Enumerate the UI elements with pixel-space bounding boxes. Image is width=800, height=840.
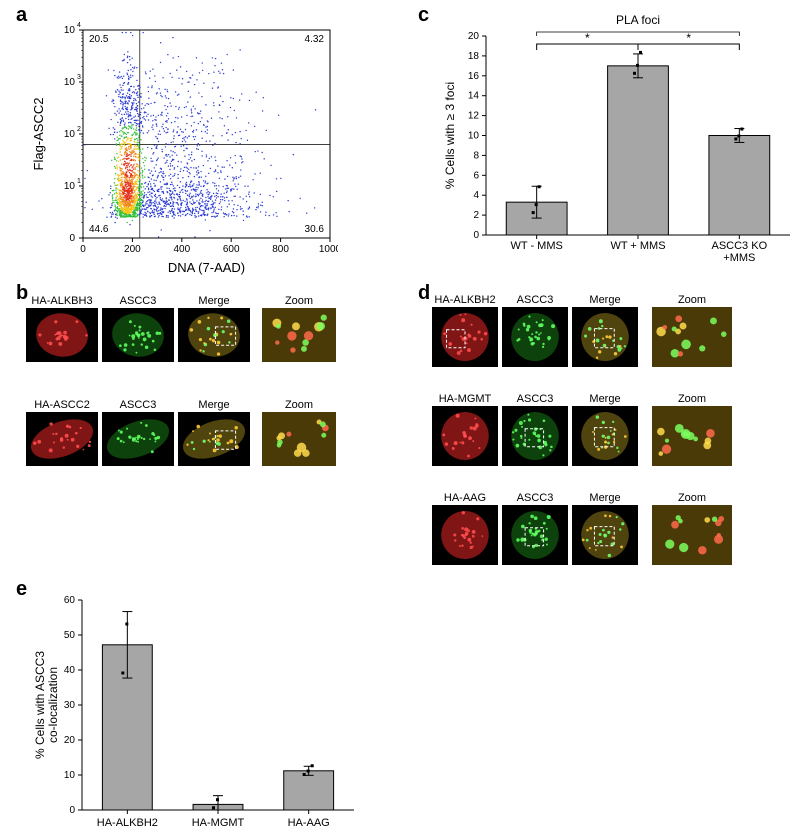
- svg-text:200: 200: [124, 244, 141, 255]
- svg-text:4: 4: [473, 190, 479, 201]
- svg-text:1: 1: [77, 178, 81, 185]
- svg-text:Zoom: Zoom: [285, 295, 313, 307]
- svg-text:*: *: [686, 31, 691, 45]
- svg-text:Merge: Merge: [198, 295, 229, 307]
- svg-text:+MMS: +MMS: [723, 252, 755, 264]
- svg-text:12: 12: [468, 111, 480, 122]
- svg-text:Merge: Merge: [589, 393, 620, 405]
- svg-text:2: 2: [473, 210, 479, 221]
- svg-text:0: 0: [69, 233, 75, 244]
- svg-text:10: 10: [64, 77, 76, 88]
- panel-c-label: c: [418, 4, 429, 27]
- bar-chart-c: 0 2 4 6 8 10 12 14 16 18 20 % Cells with ≥ 3 foci WT…: [438, 8, 798, 283]
- svg-text:4.32: 4.32: [305, 34, 325, 45]
- svg-text:800: 800: [272, 244, 289, 255]
- svg-text:10: 10: [64, 770, 76, 781]
- svg-text:50: 50: [64, 630, 76, 641]
- svg-text:co-localization: co-localization: [46, 667, 60, 743]
- svg-text:DNA (7-AAD): DNA (7-AAD): [168, 260, 245, 275]
- svg-text:WT - MMS: WT - MMS: [510, 240, 562, 252]
- svg-text:0: 0: [69, 805, 75, 816]
- svg-text:Zoom: Zoom: [678, 294, 706, 306]
- svg-text:HA-ASCC2: HA-ASCC2: [34, 399, 90, 411]
- svg-text:0: 0: [473, 230, 479, 241]
- svg-text:PLA foci: PLA foci: [616, 13, 660, 27]
- svg-text:ASCC3: ASCC3: [517, 294, 554, 306]
- svg-text:% Cells with ≥ 3 foci: % Cells with ≥ 3 foci: [443, 82, 457, 189]
- panel-a-label: a: [16, 4, 27, 27]
- svg-text:14: 14: [468, 91, 480, 102]
- svg-text:% Cells with ASCC3: % Cells with ASCC3: [33, 651, 47, 759]
- svg-text:20: 20: [468, 31, 480, 42]
- svg-text:30: 30: [64, 700, 76, 711]
- svg-text:44.6: 44.6: [89, 224, 109, 235]
- svg-text:HA-AAG: HA-AAG: [288, 817, 330, 829]
- svg-text:2: 2: [77, 126, 81, 133]
- svg-text:HA-MGMT: HA-MGMT: [192, 817, 245, 829]
- svg-text:*: *: [585, 31, 590, 45]
- svg-text:18: 18: [468, 51, 480, 62]
- svg-text:400: 400: [173, 244, 190, 255]
- svg-text:Zoom: Zoom: [285, 399, 313, 411]
- svg-text:Merge: Merge: [589, 294, 620, 306]
- svg-text:Zoom: Zoom: [678, 492, 706, 504]
- svg-text:10: 10: [64, 129, 76, 140]
- scatter-plot: 020040060080010000101102103104DNA (7-AAD…: [28, 18, 338, 278]
- svg-text:ASCC3: ASCC3: [120, 399, 157, 411]
- svg-text:HA-ALKBH2: HA-ALKBH2: [434, 294, 495, 306]
- svg-text:16: 16: [468, 71, 480, 82]
- svg-text:Flag-ASCC2: Flag-ASCC2: [31, 98, 46, 171]
- svg-text:3: 3: [77, 74, 81, 81]
- bar-chart-e: 0 10 20 30 40 50 60 % Cells with ASCC3co-locali…: [30, 590, 360, 840]
- svg-text:600: 600: [223, 244, 240, 255]
- svg-text:ASCC3: ASCC3: [120, 295, 157, 307]
- svg-text:10: 10: [64, 25, 76, 36]
- svg-text:40: 40: [64, 665, 76, 676]
- svg-text:6: 6: [473, 170, 479, 181]
- svg-text:8: 8: [473, 150, 479, 161]
- svg-text:ASCC3: ASCC3: [517, 492, 554, 504]
- panel-e-label: e: [16, 578, 27, 601]
- svg-text:4: 4: [77, 22, 81, 29]
- svg-text:Zoom: Zoom: [678, 393, 706, 405]
- panel-d-label: d: [418, 282, 430, 305]
- microscopy-panel-b: HA-ALKBH3 ASCC3 Merge Zoom HA-ASCC2 ASCC3 Merg…: [26, 292, 416, 542]
- svg-text:HA-ALKBH2: HA-ALKBH2: [97, 817, 158, 829]
- svg-text:1000: 1000: [319, 244, 338, 255]
- svg-text:20: 20: [64, 735, 76, 746]
- svg-text:ASCC3 KO: ASCC3 KO: [712, 240, 768, 252]
- microscopy-panel-d: HA-ALKBH2 ASCC3 Merge Zoom HA-MGMT ASCC3 Merge…: [432, 292, 792, 602]
- svg-text:Merge: Merge: [198, 399, 229, 411]
- svg-text:HA-AAG: HA-AAG: [444, 492, 486, 504]
- svg-text:ASCC3: ASCC3: [517, 393, 554, 405]
- svg-text:HA-ALKBH3: HA-ALKBH3: [31, 295, 92, 307]
- svg-text:0: 0: [80, 244, 86, 255]
- svg-text:60: 60: [64, 595, 76, 606]
- svg-text:HA-MGMT: HA-MGMT: [439, 393, 492, 405]
- svg-text:10: 10: [64, 181, 76, 192]
- svg-text:30.6: 30.6: [305, 224, 325, 235]
- svg-text:Merge: Merge: [589, 492, 620, 504]
- svg-text:20.5: 20.5: [89, 34, 109, 45]
- svg-text:WT + MMS: WT + MMS: [610, 240, 665, 252]
- svg-text:10: 10: [468, 131, 480, 142]
